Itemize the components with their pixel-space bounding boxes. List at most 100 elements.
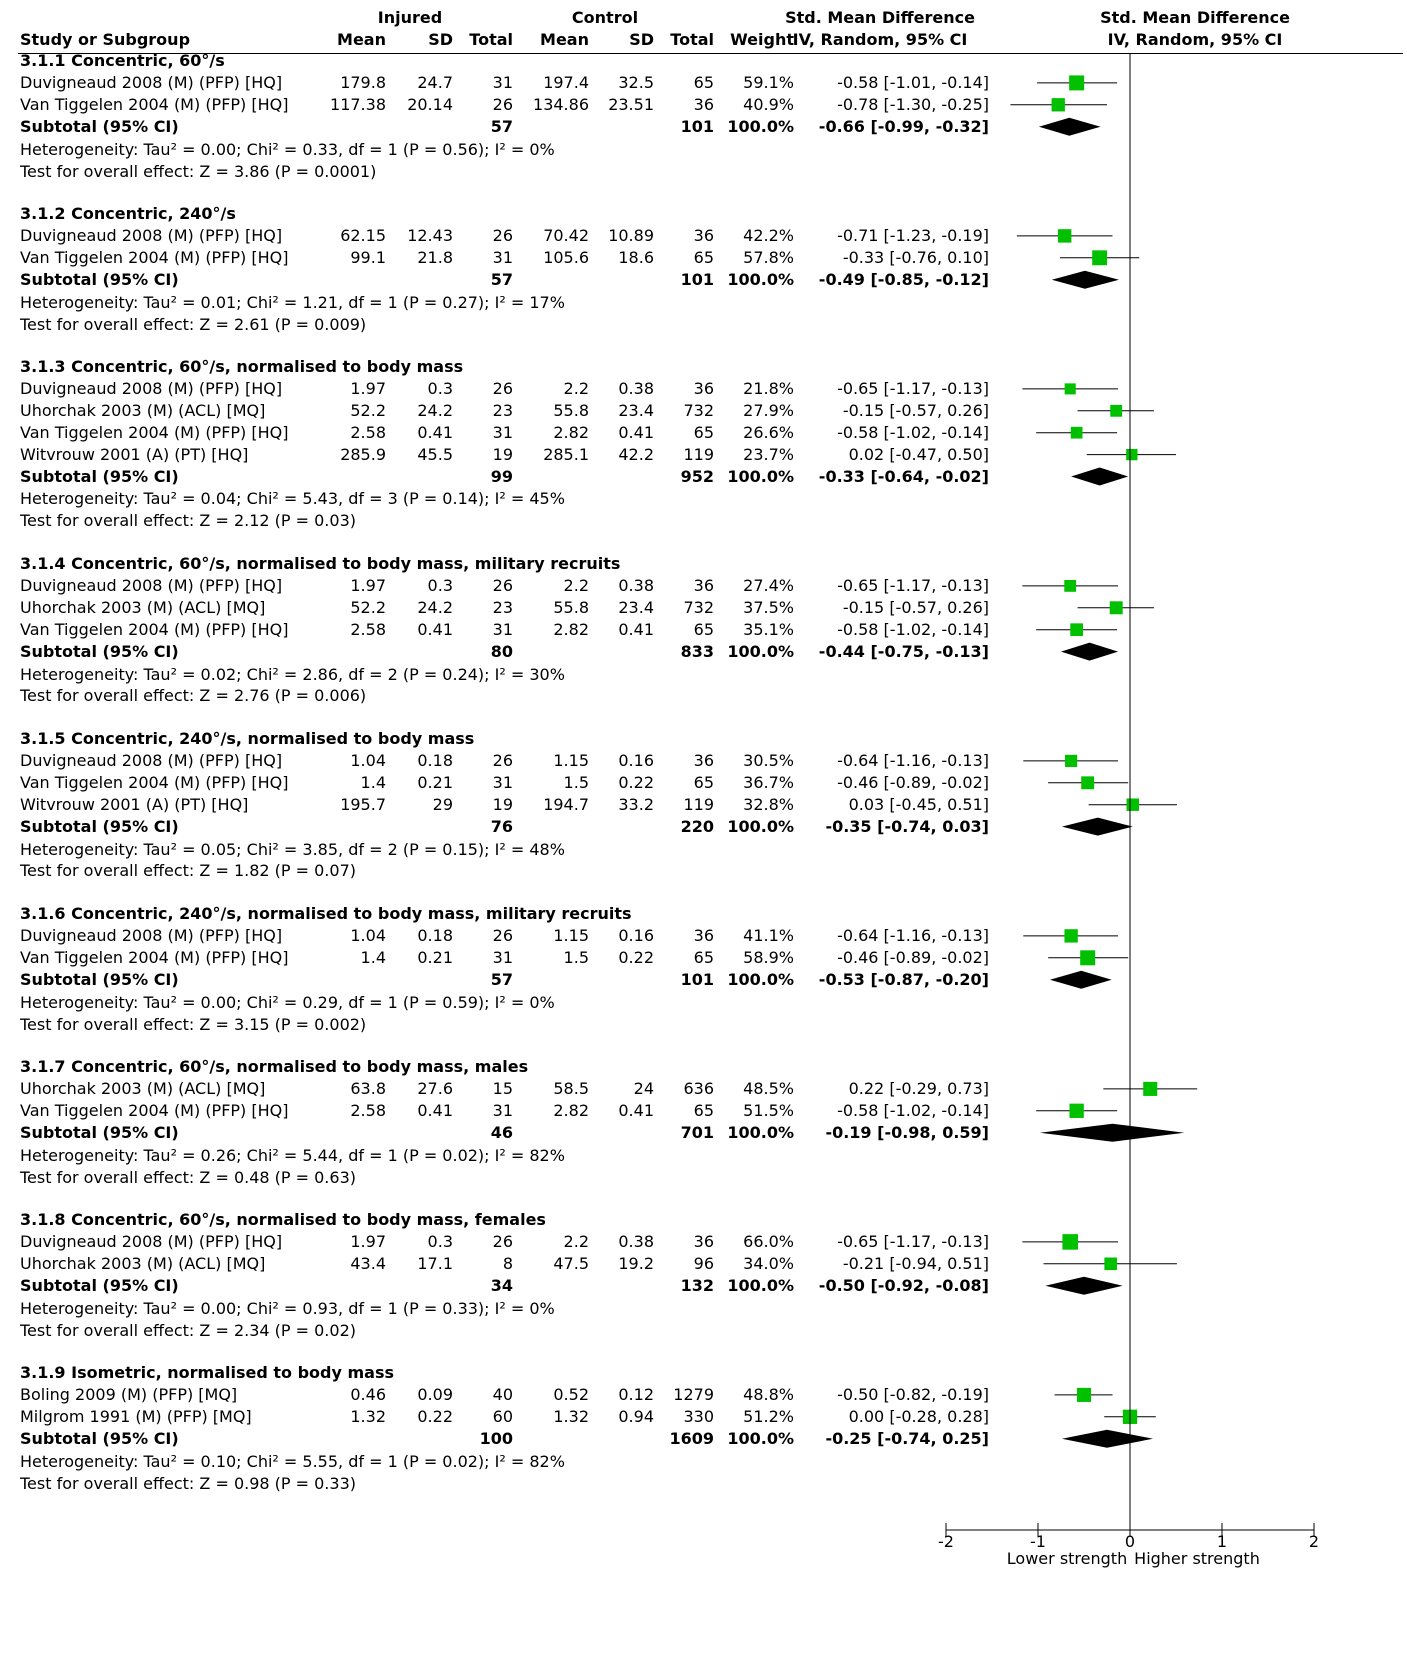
subtotal-label: Subtotal (95% CI) [20,816,179,836]
injured-total: 31 [492,947,513,967]
control-sd: 0.22 [618,772,654,792]
control-sd: 0.41 [618,1100,654,1120]
control-sd: 23.4 [618,597,654,617]
subtotal-injured-total: 46 [490,1122,513,1142]
control-mean: 1.5 [563,772,589,792]
injured-sd: 0.18 [417,750,453,770]
study-ci: -0.65 [-1.17, -0.13] [837,378,989,398]
control-total: 36 [693,575,714,595]
control-total: 36 [693,378,714,398]
control-total: 65 [693,247,714,267]
injured-mean: 1.4 [360,947,386,967]
subtotal-control-total: 952 [680,466,714,486]
control-sd: 0.41 [618,619,654,639]
control-mean: 1.15 [553,750,589,770]
injured-mean: 63.8 [350,1078,386,1098]
injured-mean: 2.58 [350,422,386,442]
subtotal-label: Subtotal (95% CI) [20,116,179,136]
study-ci: -0.65 [-1.17, -0.13] [837,575,989,595]
study-weight: 27.4% [743,575,794,595]
subtotal-injured-total: 80 [490,641,513,661]
subtotal-ci: -0.44 [-0.75, -0.13] [818,641,989,661]
study-point-marker [1069,75,1085,91]
study-name: Duvigneaud 2008 (M) (PFP) [HQ] [20,72,283,92]
overall-effect-test: Test for overall effect: Z = 0.48 (P = 0… [20,1167,356,1187]
study-weight: 34.0% [743,1253,794,1273]
heterogeneity-stats: Heterogeneity: Tau² = 0.00; Chi² = 0.93,… [20,1298,555,1318]
study-point-marker [1062,1234,1078,1250]
x-tick-label: 0 [1125,1532,1135,1551]
study-ci: -0.64 [-1.16, -0.13] [837,925,989,945]
injured-mean: 2.58 [350,619,386,639]
subtotal-ci: -0.25 [-0.74, 0.25] [825,1428,989,1448]
study-ci: -0.65 [-1.17, -0.13] [837,1231,989,1251]
control-total: 36 [693,225,714,245]
injured-sd: 24.7 [417,72,453,92]
study-point-marker [1064,579,1077,592]
subtotal-ci: -0.33 [-0.64, -0.02] [818,466,989,486]
injured-sd: 0.3 [427,1231,453,1251]
overall-effect-test: Test for overall effect: Z = 3.15 (P = 0… [20,1014,367,1034]
study-ci: -0.58 [-1.02, -0.14] [837,619,989,639]
study-name: Uhorchak 2003 (M) (ACL) [MQ] [20,1078,266,1098]
control-total: 36 [693,925,714,945]
study-name: Boling 2009 (M) (PFP) [MQ] [20,1384,238,1404]
overall-effect-test: Test for overall effect: Z = 2.61 (P = 0… [20,314,367,334]
injured-total: 26 [492,575,513,595]
lower-strength-label: Lower strength [1007,1549,1127,1568]
study-weight: 48.5% [743,1078,794,1098]
study-weight: 37.5% [743,597,794,617]
injured-sd: 0.41 [417,1100,453,1120]
overall-effect-test: Test for overall effect: Z = 1.82 (P = 0… [20,861,356,881]
injured-total: 26 [492,378,513,398]
study-point-marker [1065,754,1078,767]
heterogeneity-stats: Heterogeneity: Tau² = 0.26; Chi² = 5.44,… [20,1145,565,1165]
injured-sd: 0.18 [417,925,453,945]
weight-header: Weight [730,30,794,49]
study-ci: 0.00 [-0.28, 0.28] [848,1406,989,1426]
injured-mean: 1.04 [350,750,386,770]
study-point-marker [1104,1257,1117,1271]
subtotal-ci: -0.53 [-0.87, -0.20] [818,969,989,989]
overall-effect-test: Test for overall effect: Z = 2.34 (P = 0… [20,1320,356,1340]
injured-total: 26 [492,94,513,114]
overall-effect-test: Test for overall effect: Z = 2.76 (P = 0… [20,686,367,706]
injured-total: 31 [492,422,513,442]
subtotal-label: Subtotal (95% CI) [20,641,179,661]
study-weight: 23.7% [743,444,794,464]
x-tick-label: -1 [1030,1532,1046,1551]
control-mean: 70.42 [543,225,589,245]
control-sd: 0.16 [618,925,654,945]
study-name: Duvigneaud 2008 (M) (PFP) [HQ] [20,925,283,945]
study-column-header: Study or Subgroup [20,30,191,49]
subtotal-control-total: 101 [680,269,714,289]
study-name: Van Tiggelen 2004 (M) (PFP) [HQ] [20,247,289,267]
control-total: 732 [683,400,714,420]
injured-total: 26 [492,750,513,770]
study-name: Witvrouw 2001 (A) (PT) [HQ] [20,794,249,814]
study-point-marker [1051,98,1065,112]
injured-sd-header: SD [428,30,453,49]
injured-total: 23 [492,597,513,617]
control-mean: 194.7 [543,794,589,814]
injured-total: 23 [492,400,513,420]
subtotal-weight: 100.0% [727,1428,794,1448]
study-name: Uhorchak 2003 (M) (ACL) [MQ] [20,400,266,420]
control-total: 65 [693,422,714,442]
study-name: Van Tiggelen 2004 (M) (PFP) [HQ] [20,947,289,967]
heterogeneity-stats: Heterogeneity: Tau² = 0.02; Chi² = 2.86,… [20,664,565,684]
study-weight: 26.6% [743,422,794,442]
injured-sd: 0.22 [417,1406,453,1426]
subtotal-injured-total: 57 [490,269,513,289]
study-point-marker [1069,1103,1084,1118]
study-point-marker [1081,776,1095,790]
study-name: Van Tiggelen 2004 (M) (PFP) [HQ] [20,619,289,639]
subtotal-label: Subtotal (95% CI) [20,969,179,989]
injured-sd: 0.21 [417,772,453,792]
injured-mean: 0.46 [350,1384,386,1404]
study-weight: 32.8% [743,794,794,814]
subtotal-injured-total: 57 [490,969,513,989]
control-total: 65 [693,1100,714,1120]
injured-total: 19 [492,794,513,814]
injured-mean: 117.38 [330,94,386,114]
